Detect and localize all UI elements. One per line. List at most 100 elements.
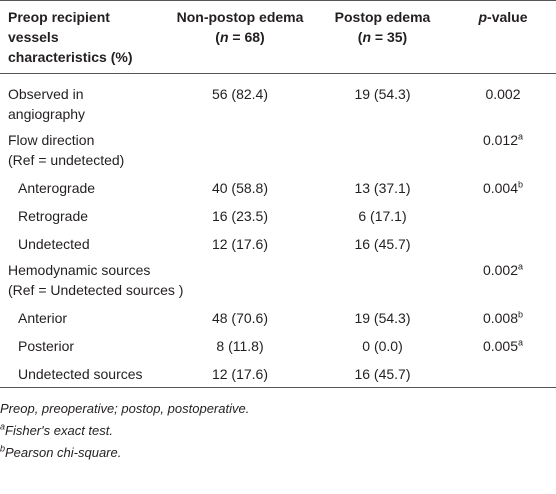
p-value-cell (450, 359, 556, 388)
value: 8 (11.8) (216, 338, 264, 354)
row-label: Undetected (0, 229, 165, 257)
p-value-cell: 0.012a (450, 127, 556, 173)
value-cell: 19 (54.3) (315, 303, 450, 331)
header-italic: p (478, 9, 488, 25)
row-label: Retrograde (0, 201, 165, 229)
value: 19 (54.3) (354, 310, 411, 326)
header-italic: n (362, 29, 372, 45)
p-value: 0.012 (482, 132, 519, 148)
footnote-mark: a (0, 421, 6, 432)
table-row: Retrograde 16 (23.5) 6 (17.1) (0, 201, 556, 229)
value-cell: 16 (45.7) (315, 229, 450, 257)
header-cell: Non-postop edema (n = 68) (165, 0, 315, 74)
label-line: Flow direction (8, 132, 95, 148)
header-text: ( (215, 29, 220, 45)
label-line: Undetected sources (18, 366, 143, 382)
header-line: Preop recipient (8, 7, 157, 27)
header-text: Non-postop edema (176, 9, 304, 25)
p-value-cell: 0.002a (450, 257, 556, 303)
label-line: Retrograde (18, 208, 89, 224)
table: Preop recipient vessels characteristics (%… (0, 0, 556, 388)
value: 12 (17.6) (211, 236, 269, 252)
table-row: Anterograde 40 (58.8) 13 (37.1) 0.004b (0, 173, 556, 201)
header-row: Preop recipient vessels characteristics (%… (0, 0, 556, 74)
header-text: Postop edema (334, 9, 431, 25)
footnote: aFisher's exact test. (0, 420, 556, 442)
table-row: Posterior 8 (11.8) 0 (0.0) 0.005a (0, 331, 556, 359)
label-line: (Ref = undetected) (8, 152, 125, 168)
header-line: (n = 35) (323, 27, 442, 47)
footnote-mark: b (518, 179, 524, 190)
value: 19 (54.3) (354, 86, 411, 102)
label-line: Hemodynamic sources (8, 262, 151, 278)
label-line: angiography (8, 106, 86, 122)
value-cell: 13 (37.1) (315, 173, 450, 201)
value: 16 (45.7) (354, 366, 411, 382)
header-text: = 68) (228, 29, 265, 45)
value-cell: 48 (70.6) (165, 303, 315, 331)
p-value: 0.002 (485, 86, 521, 102)
value-cell: 40 (58.8) (165, 173, 315, 201)
header-text: characteristics (%) (8, 49, 133, 65)
p-value: 0.005 (482, 338, 519, 354)
header-cell: Preop recipient vessels characteristics (%… (0, 0, 165, 74)
value: 48 (70.6) (211, 310, 269, 326)
value-cell (165, 127, 315, 173)
value-cell: 16 (45.7) (315, 359, 450, 388)
value-cell: 0 (0.0) (315, 331, 450, 359)
value-cell: 19 (54.3) (315, 74, 450, 128)
header-line: Postop edema (323, 7, 442, 27)
value: 0 (0.0) (362, 338, 403, 354)
header-text: -value (487, 9, 528, 25)
p-value: 0.004 (482, 180, 519, 196)
p-value: 0.002 (482, 262, 519, 278)
value-cell (165, 257, 315, 303)
value-cell (315, 127, 450, 173)
value-cell: 12 (17.6) (165, 229, 315, 257)
value: 12 (17.6) (211, 366, 269, 382)
value: 56 (82.4) (211, 86, 269, 102)
footnote-mark: a (518, 337, 524, 348)
row-label: Anterior (0, 303, 165, 331)
value-cell: 16 (23.5) (165, 201, 315, 229)
table-row: Undetected sources 12 (17.6) 16 (45.7) (0, 359, 556, 388)
p-value-cell: 0.008b (450, 303, 556, 331)
row-label: Undetected sources (0, 359, 165, 388)
footnote: bPearson chi-square. (0, 442, 556, 464)
label-line: Anterograde (18, 180, 96, 196)
label-line: Observed in (8, 86, 84, 102)
header-line: Non-postop edema (173, 7, 307, 27)
value: 16 (23.5) (211, 208, 269, 224)
header-line: p-value (458, 7, 548, 27)
footnote-mark: b (518, 309, 524, 320)
label-line: Posterior (18, 338, 75, 354)
label-line: (Ref = Undetected sources ) (8, 282, 184, 298)
header-text: = 35) (371, 29, 408, 45)
table-row: Observed in angiography 56 (82.4) 19 (54.3)… (0, 74, 556, 128)
p-value-cell (450, 201, 556, 229)
value-cell: 12 (17.6) (165, 359, 315, 388)
header-text: Preop recipient (8, 9, 110, 25)
p-value: 0.008 (482, 310, 519, 326)
footnotes: Preop, preoperative; postop, postoperati… (0, 388, 556, 464)
footnote-text: Preop, preoperative; postop, postoperati… (0, 401, 250, 416)
row-label: Observed in angiography (0, 74, 165, 128)
p-value-cell: 0.004b (450, 173, 556, 201)
value: 13 (37.1) (354, 180, 411, 196)
row-label: Flow direction (Ref = undetected) (0, 127, 165, 173)
value-cell: 56 (82.4) (165, 74, 315, 128)
header-line: (n = 68) (173, 27, 307, 47)
header-text: ( (357, 29, 363, 45)
row-label: Anterograde (0, 173, 165, 201)
header-cell: p-value (450, 0, 556, 74)
value-cell: 6 (17.1) (315, 201, 450, 229)
footnote-text: Pearson chi-square. (5, 445, 122, 460)
row-label: Posterior (0, 331, 165, 359)
value: 40 (58.8) (211, 180, 269, 196)
footnote-text: Fisher's exact test. (5, 423, 113, 438)
footnote: Preop, preoperative; postop, postoperati… (0, 398, 556, 420)
label-line: Anterior (18, 310, 68, 326)
table-row: Anterior 48 (70.6) 19 (54.3) 0.008b (0, 303, 556, 331)
label-line: Undetected (18, 236, 90, 252)
footnote-mark: a (518, 131, 524, 142)
